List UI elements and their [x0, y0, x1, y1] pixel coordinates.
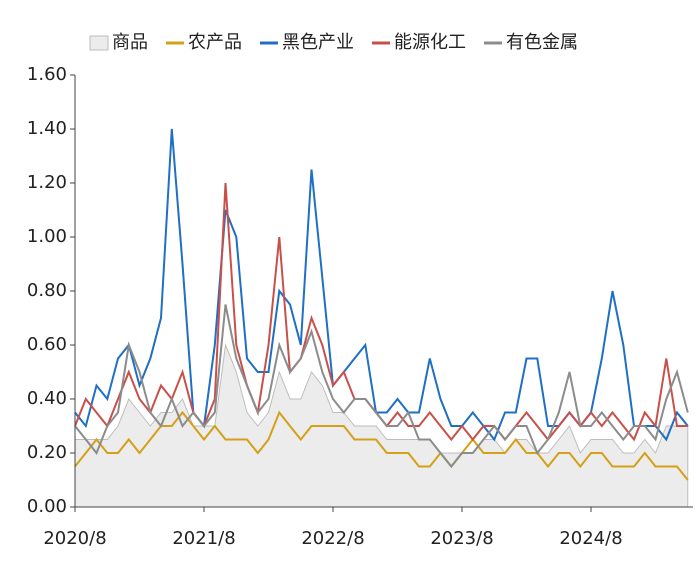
legend-label: 黑色产业 [282, 32, 354, 53]
x-tick-label: 2022/8 [301, 528, 364, 549]
y-tick-label: 0.80 [27, 280, 67, 301]
y-tick-label: 1.00 [27, 226, 67, 247]
y-tick-label: 1.60 [27, 64, 67, 85]
legend-swatch [89, 35, 109, 51]
x-tick-label: 2021/8 [172, 528, 235, 549]
y-tick-label: 0.20 [27, 442, 67, 463]
legend-label: 能源化工 [394, 32, 466, 53]
legend-label: 商品 [112, 32, 148, 53]
x-tick-label: 2023/8 [430, 528, 493, 549]
y-tick-label: 0.00 [27, 496, 67, 517]
y-tick-label: 0.40 [27, 388, 67, 409]
line [74, 304, 689, 469]
y-tick-label: 0.60 [27, 334, 67, 355]
x-tick-label: 2020/8 [43, 528, 106, 549]
area [74, 343, 689, 508]
x-tick-label: 2024/8 [559, 528, 622, 549]
y-tick-label: 1.40 [27, 118, 67, 139]
y-tick-label: 1.20 [27, 172, 67, 193]
legend-label: 有色金属 [506, 32, 578, 53]
legend-label: 农产品 [188, 32, 242, 53]
line [74, 410, 689, 481]
